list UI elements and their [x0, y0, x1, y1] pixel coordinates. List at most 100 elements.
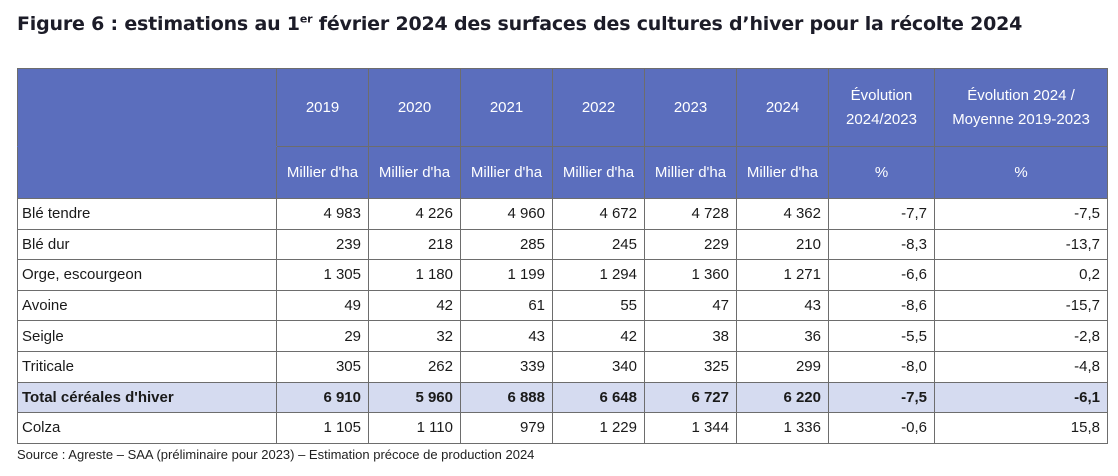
table-row: Colza 1 105 1 110 979 1 229 1 344 1 336 -0,6 15,… [17, 412, 1108, 444]
table-cell: 47 [644, 289, 737, 322]
table-cell: 38 [644, 320, 737, 352]
header-year: 2021 [460, 68, 553, 147]
table-cell: 4 226 [368, 198, 461, 230]
table-cell: 1 199 [460, 259, 553, 291]
table-cell: 43 [460, 320, 553, 352]
table-cell: -8,0 [828, 350, 935, 383]
header-unit: Millier d'ha [460, 146, 553, 199]
table-cell: 42 [368, 289, 461, 322]
title-prefix: Figure 6 : estimations au 1 [17, 13, 300, 35]
table-cell: 43 [736, 289, 829, 322]
header-evolution-average: Évolution 2024 / Moyenne 2019-2023 [934, 68, 1108, 147]
header-corner-lower [17, 146, 277, 199]
header-year: 2020 [368, 68, 461, 147]
header-unit: Millier d'ha [736, 146, 829, 199]
header-year: 2023 [644, 68, 737, 147]
table-cell: -8,3 [828, 228, 935, 261]
table-cell: 4 672 [552, 198, 645, 230]
header-unit: Millier d'ha [276, 146, 369, 199]
table-cell: 285 [460, 228, 553, 261]
table-cell: 55 [552, 289, 645, 322]
row-label: Triticale [17, 350, 277, 383]
table-cell: 1 229 [552, 412, 645, 444]
header-row-units: Millier d'ha Millier d'ha Millier d'ha M… [17, 146, 1108, 199]
header-unit: Millier d'ha [552, 146, 645, 199]
table-cell: 229 [644, 228, 737, 261]
table-cell: 6 888 [460, 381, 553, 414]
table-cell: 5 960 [368, 381, 461, 414]
table-cell: 42 [552, 320, 645, 352]
header-unit: Millier d'ha [644, 146, 737, 199]
table-cell: -5,5 [828, 320, 935, 352]
row-label: Seigle [17, 320, 277, 352]
table-cell: 4 983 [276, 198, 369, 230]
table-cell: 299 [736, 350, 829, 383]
crop-surface-table: 2019 2020 2021 2022 2023 2024 Évolution … [17, 68, 1108, 444]
title-suffix: février 2024 des surfaces des cultures d… [312, 13, 1023, 35]
table-cell: 239 [276, 228, 369, 261]
table-row: Triticale 305 262 339 340 325 299 -8,0 -4,8 [17, 350, 1108, 383]
table-cell: 49 [276, 289, 369, 322]
table-cell: 6 220 [736, 381, 829, 414]
table-cell: 1 360 [644, 259, 737, 291]
table-cell: 979 [460, 412, 553, 444]
table-cell: 61 [460, 289, 553, 322]
table-cell: -6,6 [828, 259, 935, 291]
table-cell: 1 336 [736, 412, 829, 444]
header-evolution: Évolution 2024/2023 [828, 68, 935, 147]
table-row-total: Total céréales d'hiver 6 910 5 960 6 888 6 6… [17, 381, 1108, 414]
row-label: Orge, escourgeon [17, 259, 277, 291]
table-row: Avoine 49 42 61 55 47 43 -8,6 -15,7 [17, 289, 1108, 322]
table-cell: -6,1 [934, 381, 1108, 414]
table-cell: 305 [276, 350, 369, 383]
row-label: Avoine [17, 289, 277, 322]
table-cell: -7,5 [828, 381, 935, 414]
table-cell: -7,5 [934, 198, 1108, 230]
table-cell: 32 [368, 320, 461, 352]
table-cell: 245 [552, 228, 645, 261]
header-row-years: 2019 2020 2021 2022 2023 2024 Évolution … [17, 68, 1108, 147]
table-cell: 1 180 [368, 259, 461, 291]
header-year: 2024 [736, 68, 829, 147]
header-percent: % [828, 146, 935, 199]
table-cell: 210 [736, 228, 829, 261]
table-row: Orge, escourgeon 1 305 1 180 1 199 1 294 1 36… [17, 259, 1108, 291]
table-cell: -2,8 [934, 320, 1108, 352]
table-cell: -15,7 [934, 289, 1108, 322]
table-cell: -13,7 [934, 228, 1108, 261]
table-cell: 1 110 [368, 412, 461, 444]
table-cell: 4 728 [644, 198, 737, 230]
table-cell: 1 271 [736, 259, 829, 291]
table-cell: 15,8 [934, 412, 1108, 444]
table-cell: -7,7 [828, 198, 935, 230]
table-cell: -0,6 [828, 412, 935, 444]
table-cell: 6 910 [276, 381, 369, 414]
table-row: Blé tendre 4 983 4 226 4 960 4 672 4 728 4 362… [17, 198, 1108, 230]
table-cell: 6 727 [644, 381, 737, 414]
title-superscript: er [299, 12, 313, 26]
table-row: Blé dur 239 218 285 245 229 210 -8,3 -13,7 [17, 228, 1108, 261]
table-cell: 1 344 [644, 412, 737, 444]
header-unit: Millier d'ha [368, 146, 461, 199]
header-year: 2019 [276, 68, 369, 147]
row-label: Total céréales d'hiver [17, 381, 277, 414]
table-cell: 4 960 [460, 198, 553, 230]
table-cell: 4 362 [736, 198, 829, 230]
row-label: Blé tendre [17, 198, 277, 230]
figure-title: Figure 6 : estimations au 1er février 20… [17, 13, 1022, 35]
header-year: 2022 [552, 68, 645, 147]
table-cell: 36 [736, 320, 829, 352]
table-cell: 0,2 [934, 259, 1108, 291]
table-cell: 29 [276, 320, 369, 352]
table-cell: 218 [368, 228, 461, 261]
table-cell: 262 [368, 350, 461, 383]
table-cell: -4,8 [934, 350, 1108, 383]
table-cell: 6 648 [552, 381, 645, 414]
header-percent: % [934, 146, 1108, 199]
table-cell: 1 305 [276, 259, 369, 291]
table-cell: 1 294 [552, 259, 645, 291]
table-cell: 339 [460, 350, 553, 383]
table-cell: 325 [644, 350, 737, 383]
source-note: Source : Agreste – SAA (préliminaire pou… [17, 447, 535, 462]
row-label: Blé dur [17, 228, 277, 261]
